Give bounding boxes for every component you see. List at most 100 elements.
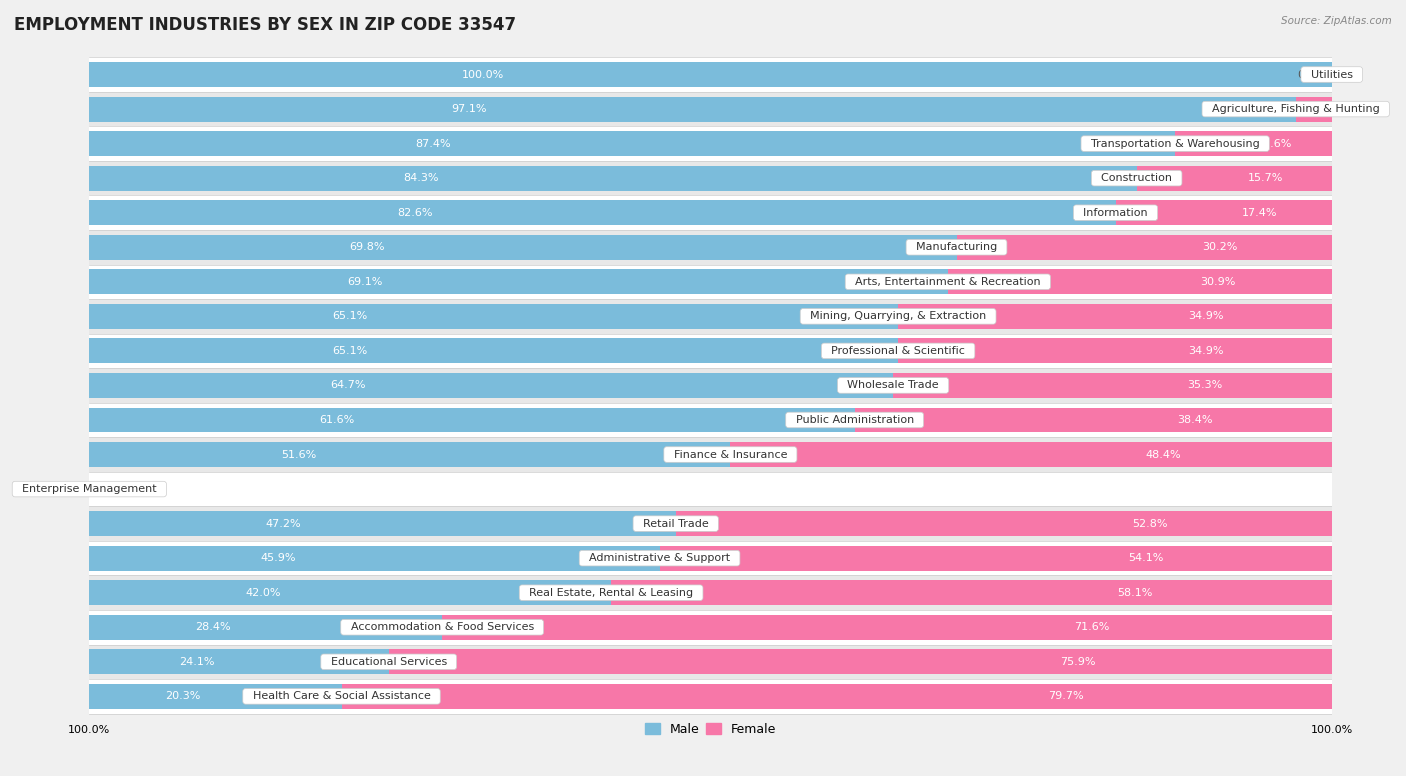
Text: 71.6%: 71.6% xyxy=(1074,622,1109,632)
Bar xyxy=(342,684,1331,708)
Text: 0.0%: 0.0% xyxy=(55,484,83,494)
Text: Accommodation & Food Services: Accommodation & Food Services xyxy=(343,622,541,632)
Text: 38.4%: 38.4% xyxy=(1177,415,1212,425)
Bar xyxy=(90,126,1331,161)
Bar xyxy=(441,615,1331,639)
Bar xyxy=(90,472,1331,507)
Bar xyxy=(90,580,612,605)
Bar xyxy=(90,57,1331,92)
Bar xyxy=(388,650,1331,674)
Text: 58.1%: 58.1% xyxy=(1118,587,1153,598)
Text: 54.1%: 54.1% xyxy=(1128,553,1164,563)
Text: 69.1%: 69.1% xyxy=(347,277,382,287)
Bar xyxy=(90,230,1331,265)
Text: Information: Information xyxy=(1076,208,1154,218)
Text: Transportation & Warehousing: Transportation & Warehousing xyxy=(1084,139,1267,149)
Text: 65.1%: 65.1% xyxy=(332,311,367,321)
Bar xyxy=(956,235,1331,260)
Text: 30.9%: 30.9% xyxy=(1201,277,1236,287)
Text: 75.9%: 75.9% xyxy=(1060,656,1097,667)
Text: 79.7%: 79.7% xyxy=(1049,691,1084,702)
Text: 28.4%: 28.4% xyxy=(195,622,231,632)
Bar xyxy=(90,200,1115,225)
Bar xyxy=(90,166,1136,191)
Bar xyxy=(90,373,893,398)
Text: Arts, Entertainment & Recreation: Arts, Entertainment & Recreation xyxy=(848,277,1047,287)
Bar xyxy=(90,511,676,536)
Text: 0.0%: 0.0% xyxy=(1298,70,1326,79)
Text: Wholesale Trade: Wholesale Trade xyxy=(841,380,946,390)
Bar xyxy=(90,338,898,363)
Text: 24.1%: 24.1% xyxy=(179,656,215,667)
Bar xyxy=(855,407,1331,432)
Text: EMPLOYMENT INDUSTRIES BY SEX IN ZIP CODE 33547: EMPLOYMENT INDUSTRIES BY SEX IN ZIP CODE… xyxy=(14,16,516,33)
Bar xyxy=(90,684,342,708)
Text: Administrative & Support: Administrative & Support xyxy=(582,553,737,563)
Bar xyxy=(90,442,730,467)
Text: Enterprise Management: Enterprise Management xyxy=(15,484,163,494)
Text: 84.3%: 84.3% xyxy=(404,173,439,183)
Bar xyxy=(948,269,1331,294)
Text: 61.6%: 61.6% xyxy=(319,415,354,425)
Text: 34.9%: 34.9% xyxy=(1188,346,1223,356)
Text: Agriculture, Fishing & Hunting: Agriculture, Fishing & Hunting xyxy=(1205,104,1386,114)
Text: Professional & Scientific: Professional & Scientific xyxy=(824,346,972,356)
Text: 45.9%: 45.9% xyxy=(260,553,295,563)
Text: 15.7%: 15.7% xyxy=(1247,173,1282,183)
Bar xyxy=(1175,131,1331,156)
Bar xyxy=(659,546,1331,570)
Text: 48.4%: 48.4% xyxy=(1146,449,1181,459)
Text: Mining, Quarrying, & Extraction: Mining, Quarrying, & Extraction xyxy=(803,311,993,321)
Bar xyxy=(90,269,948,294)
Text: 42.0%: 42.0% xyxy=(246,587,281,598)
Bar xyxy=(90,304,898,329)
Text: 51.6%: 51.6% xyxy=(281,449,316,459)
Bar xyxy=(90,507,1331,541)
Bar xyxy=(90,131,1175,156)
Legend: Male, Female: Male, Female xyxy=(640,718,782,740)
Bar xyxy=(90,407,855,432)
Text: Health Care & Social Assistance: Health Care & Social Assistance xyxy=(246,691,437,702)
Text: 35.3%: 35.3% xyxy=(1187,380,1222,390)
Bar xyxy=(1296,97,1331,122)
Bar xyxy=(90,299,1331,334)
Text: 100.0%: 100.0% xyxy=(463,70,505,79)
Bar xyxy=(90,97,1296,122)
Bar xyxy=(90,679,1331,714)
Bar xyxy=(676,511,1331,536)
Bar xyxy=(730,442,1331,467)
Text: 52.8%: 52.8% xyxy=(1132,518,1168,528)
Text: 0.0%: 0.0% xyxy=(96,484,124,494)
Bar xyxy=(90,645,1331,679)
Bar xyxy=(90,546,659,570)
Text: Retail Trade: Retail Trade xyxy=(636,518,716,528)
Text: 97.1%: 97.1% xyxy=(451,104,486,114)
Bar xyxy=(1136,166,1331,191)
Bar xyxy=(898,304,1331,329)
Bar xyxy=(612,580,1333,605)
Text: Construction: Construction xyxy=(1094,173,1180,183)
Text: Utilities: Utilities xyxy=(1303,70,1360,79)
Text: Finance & Insurance: Finance & Insurance xyxy=(666,449,794,459)
Bar xyxy=(90,610,1331,645)
Bar xyxy=(90,403,1331,437)
Text: 65.1%: 65.1% xyxy=(332,346,367,356)
Text: 2.9%: 2.9% xyxy=(1331,104,1360,114)
Text: Public Administration: Public Administration xyxy=(789,415,921,425)
Bar xyxy=(90,92,1331,126)
Text: 34.9%: 34.9% xyxy=(1188,311,1223,321)
Bar xyxy=(893,373,1331,398)
Bar xyxy=(90,576,1331,610)
Bar xyxy=(90,161,1331,196)
Text: 87.4%: 87.4% xyxy=(415,139,451,149)
Text: 20.3%: 20.3% xyxy=(165,691,200,702)
Bar xyxy=(1115,200,1331,225)
Bar xyxy=(90,235,956,260)
Bar xyxy=(90,437,1331,472)
Bar xyxy=(90,334,1331,368)
Text: 69.8%: 69.8% xyxy=(350,242,385,252)
Text: 12.6%: 12.6% xyxy=(1257,139,1292,149)
Text: 64.7%: 64.7% xyxy=(330,380,366,390)
Text: Real Estate, Rental & Leasing: Real Estate, Rental & Leasing xyxy=(522,587,700,598)
Text: Source: ZipAtlas.com: Source: ZipAtlas.com xyxy=(1281,16,1392,26)
